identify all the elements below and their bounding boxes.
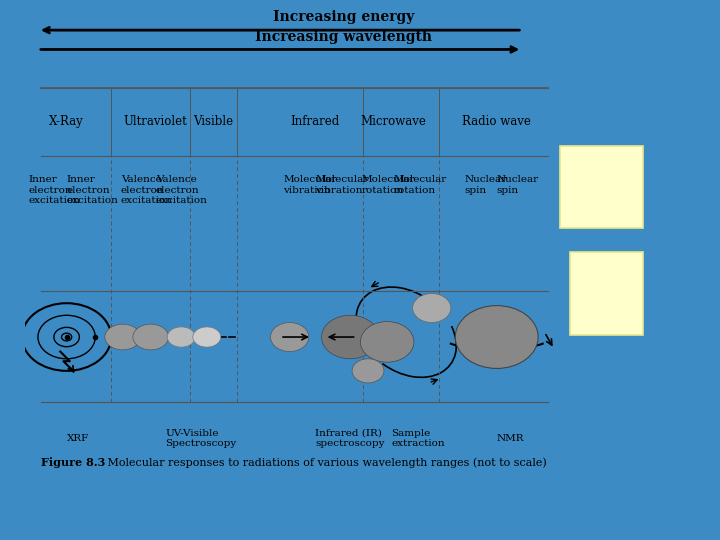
Ellipse shape — [271, 322, 309, 352]
Text: Increasing energy: Increasing energy — [273, 10, 415, 24]
Ellipse shape — [413, 294, 451, 322]
Ellipse shape — [167, 327, 195, 347]
Ellipse shape — [361, 321, 414, 362]
Text: Increasing wavelength: Increasing wavelength — [256, 30, 432, 44]
Text: X-Ray: X-Ray — [49, 116, 84, 129]
Text: Ultraviolet: Ultraviolet — [124, 116, 188, 129]
Text: Valence
electron
excitation: Valence electron excitation — [156, 175, 207, 205]
Text: Inner
electron
excitation: Inner electron excitation — [28, 175, 80, 205]
FancyBboxPatch shape — [570, 252, 643, 335]
Text: Sample
extraction: Sample extraction — [392, 429, 445, 448]
Text: UV-Visible
Spectroscopy: UV-Visible Spectroscopy — [166, 429, 237, 448]
Ellipse shape — [322, 315, 379, 359]
Text: Inner
electron
excitation: Inner electron excitation — [67, 175, 119, 205]
Text: Molecular
rotation: Molecular rotation — [394, 175, 446, 194]
Text: Microwave: Microwave — [361, 116, 426, 129]
Text: Molecular responses to radiations of various wavelength ranges (not to scale): Molecular responses to radiations of var… — [97, 457, 547, 468]
Text: NMR: NMR — [497, 434, 524, 443]
Text: Valence
electron
excitation: Valence electron excitation — [121, 175, 173, 205]
Text: Nuclear
spin: Nuclear spin — [497, 175, 539, 194]
Text: Radio wave: Radio wave — [462, 116, 531, 129]
Text: Molecular
vibration: Molecular vibration — [283, 175, 336, 194]
Text: Molecular
rotation: Molecular rotation — [361, 175, 415, 194]
Text: XRF: XRF — [67, 434, 89, 443]
FancyBboxPatch shape — [560, 146, 643, 228]
Text: Infrared: Infrared — [290, 116, 340, 129]
Text: Infrared (IR)
spectroscopy: Infrared (IR) spectroscopy — [315, 429, 384, 448]
Ellipse shape — [455, 306, 538, 368]
Text: Molecular
vibration: Molecular vibration — [315, 175, 369, 194]
Text: Figure 8.3: Figure 8.3 — [41, 457, 106, 468]
Text: Visible: Visible — [193, 116, 233, 129]
Ellipse shape — [352, 359, 384, 383]
Ellipse shape — [133, 324, 168, 350]
Ellipse shape — [105, 324, 140, 350]
Text: Nuclear
spin: Nuclear spin — [465, 175, 507, 194]
Ellipse shape — [193, 327, 221, 347]
